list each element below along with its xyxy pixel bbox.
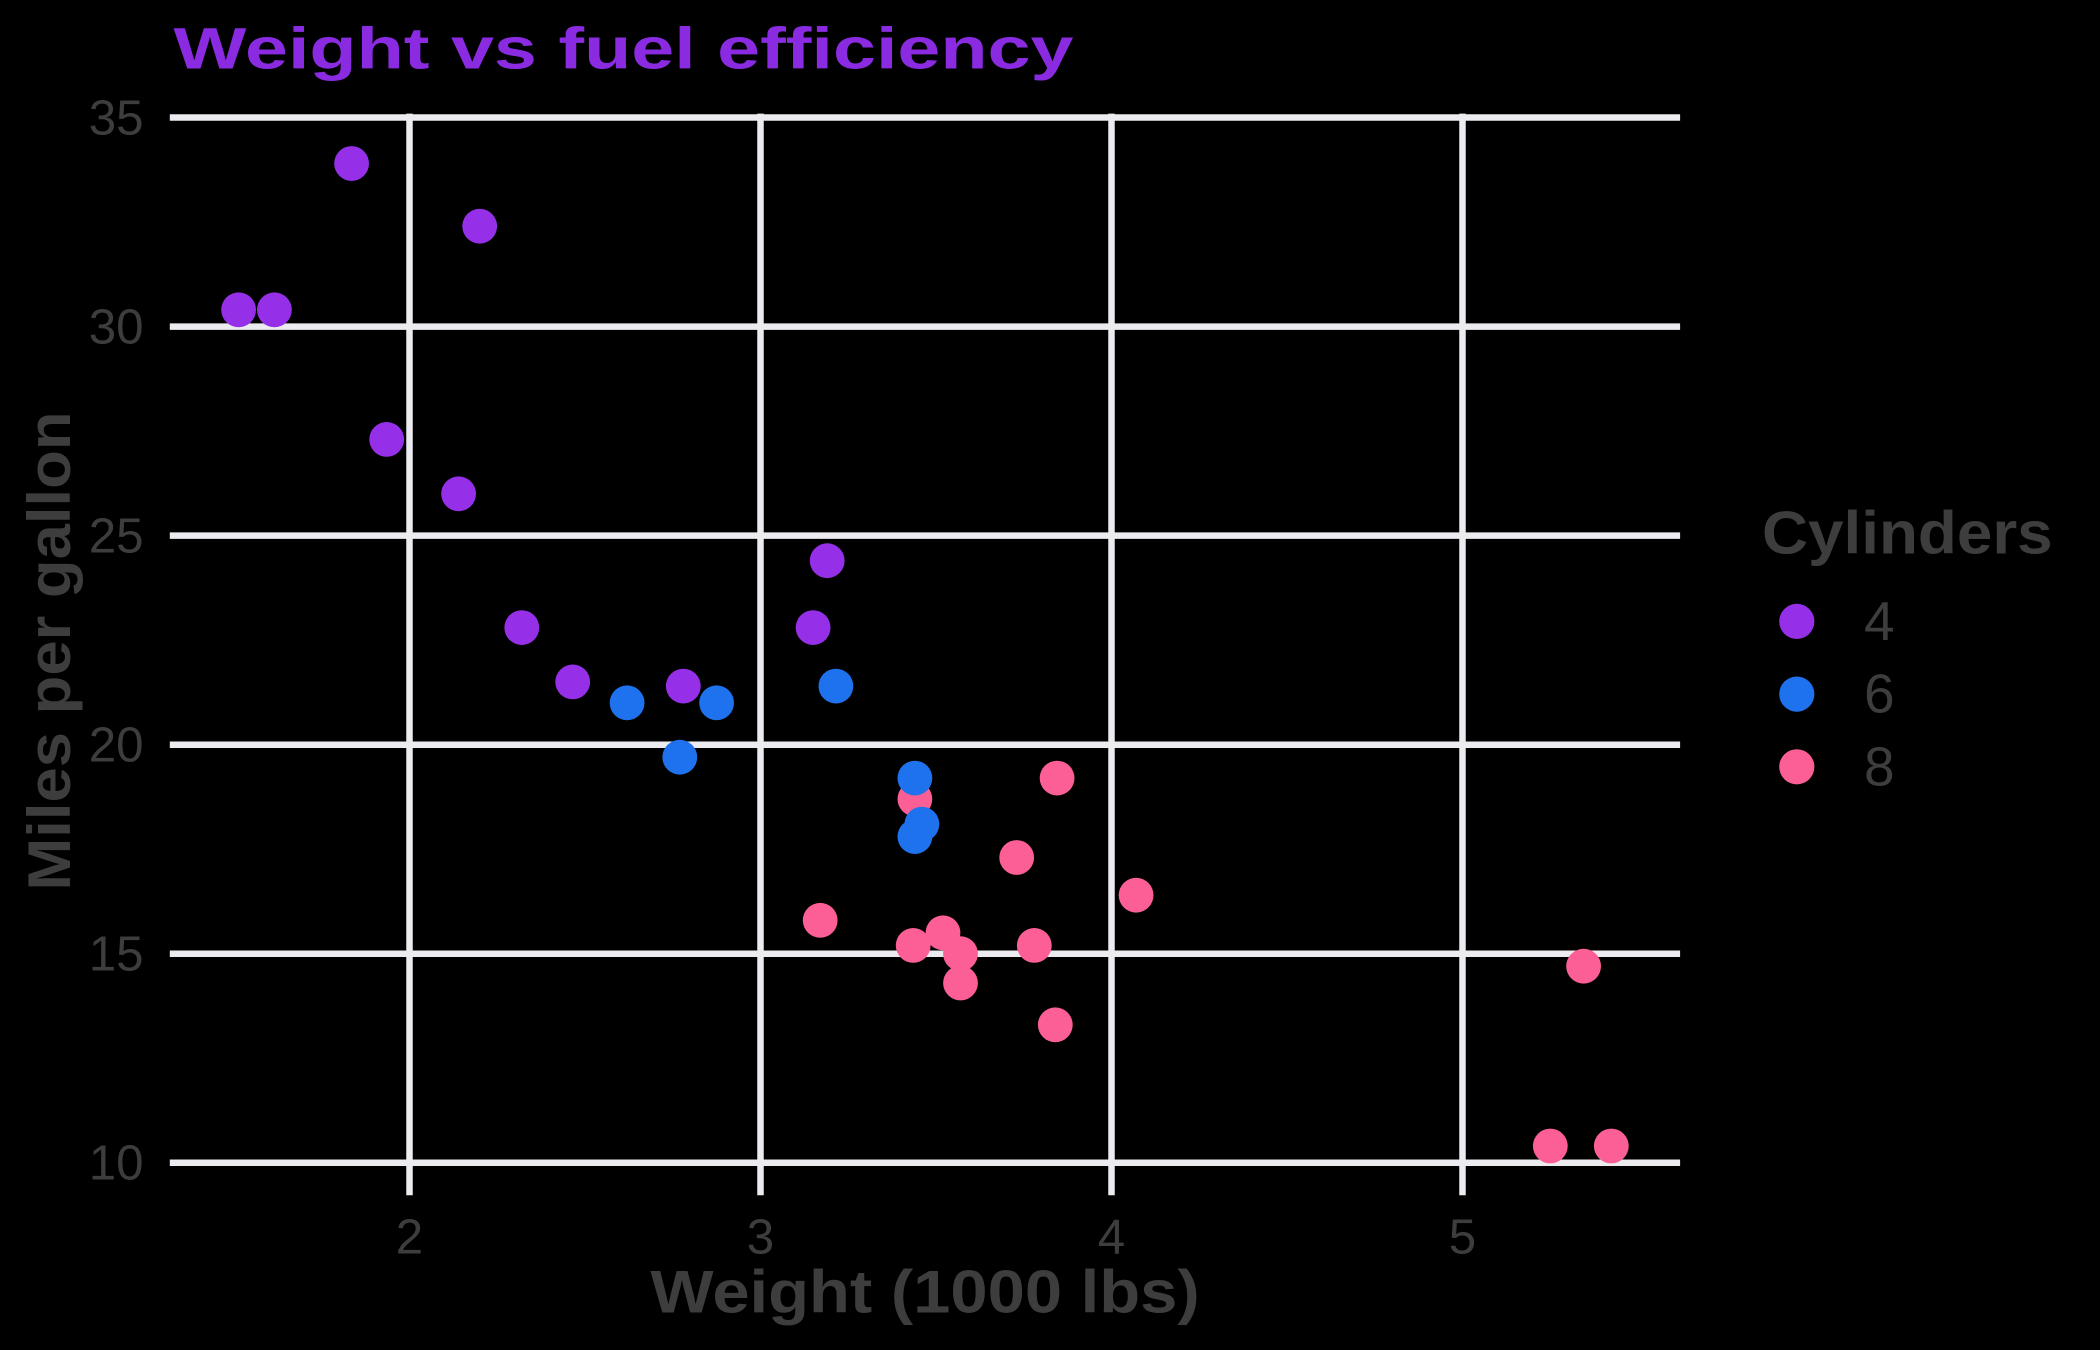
svg-text:5: 5 [1449,1210,1476,1265]
svg-text:3: 3 [747,1210,774,1265]
svg-text:4: 4 [1864,590,1895,652]
svg-text:Weight (1000 lbs): Weight (1000 lbs) [650,1259,1199,1326]
svg-text:15: 15 [89,927,144,982]
svg-text:4: 4 [1098,1210,1125,1265]
svg-text:25: 25 [89,509,144,564]
svg-text:Miles per gallon: Miles per gallon [17,411,84,890]
svg-text:35: 35 [89,90,144,145]
svg-text:2: 2 [396,1210,423,1265]
svg-text:8: 8 [1864,735,1895,797]
svg-text:10: 10 [89,1136,144,1191]
svg-text:20: 20 [89,718,144,773]
svg-text:30: 30 [89,300,144,355]
svg-text:Cylinders: Cylinders [1762,500,2053,567]
svg-text:6: 6 [1864,663,1895,725]
svg-text:Weight vs fuel efficiency: Weight vs fuel efficiency [174,17,1074,82]
